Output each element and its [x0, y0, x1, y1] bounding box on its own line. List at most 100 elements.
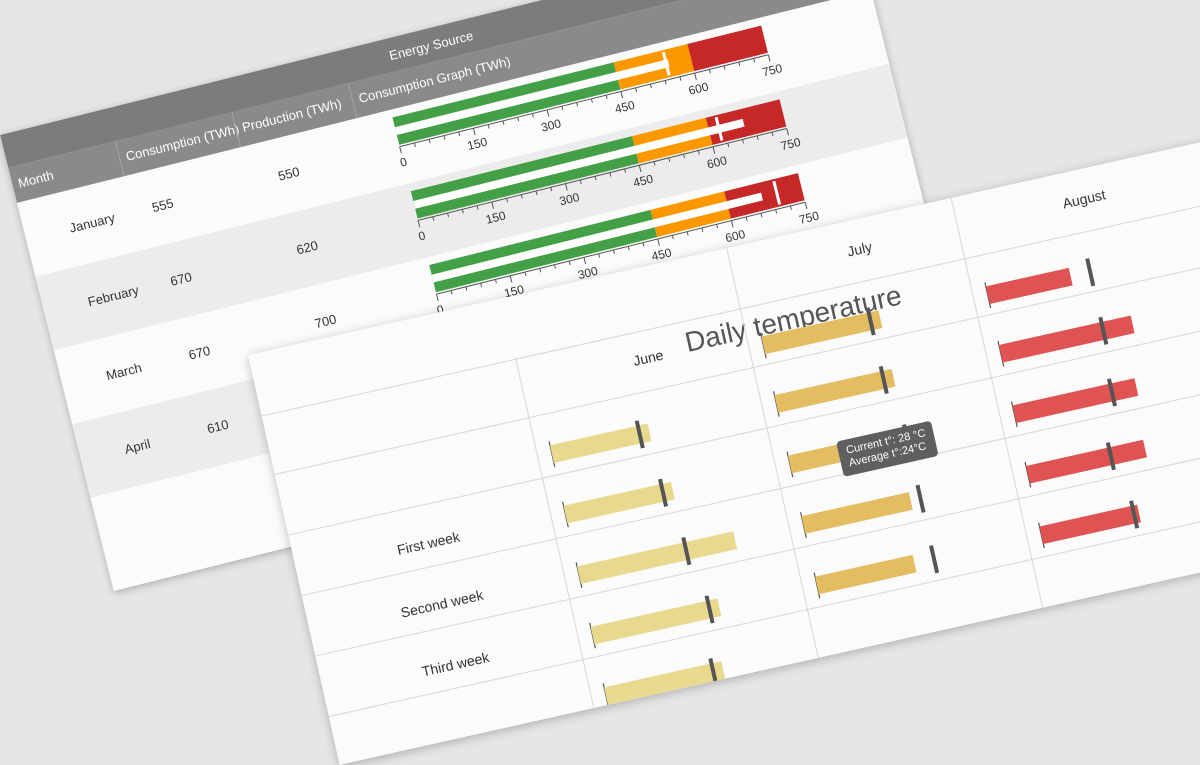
range-band-bad: [687, 25, 768, 72]
production-marker: [772, 180, 782, 205]
minor-tick: [742, 139, 744, 144]
major-tick: [583, 257, 587, 265]
current-value-bar: [801, 492, 913, 534]
minor-tick: [461, 209, 464, 214]
axis-line: [436, 201, 806, 295]
minor-tick: [635, 87, 638, 92]
consumption-bar: [413, 118, 745, 209]
minor-tick: [771, 132, 774, 137]
minor-tick: [609, 172, 612, 177]
minor-tick: [664, 80, 667, 85]
minor-tick: [649, 84, 652, 89]
consumption-bar: [431, 192, 763, 283]
average-marker: [929, 545, 940, 574]
minor-tick: [683, 154, 686, 159]
minor-tick: [590, 98, 593, 103]
minor-tick: [727, 143, 730, 148]
minor-tick: [723, 65, 726, 70]
minor-tick: [624, 168, 627, 173]
axis-line: [417, 127, 787, 221]
minor-tick: [738, 61, 741, 67]
current-value-bar: [985, 267, 1073, 304]
production-marker: [714, 116, 724, 141]
production-marker: [661, 51, 671, 76]
average-marker: [658, 478, 669, 507]
minor-tick: [480, 282, 483, 288]
minor-tick: [642, 242, 645, 247]
current-value-bar: [774, 368, 896, 413]
tick-label: 0: [435, 302, 445, 317]
minor-tick: [679, 76, 682, 81]
consumption-bar: [394, 59, 670, 136]
major-tick: [565, 183, 568, 191]
current-value-bar: [1012, 378, 1139, 424]
average-marker: [915, 484, 926, 513]
major-tick: [712, 146, 716, 154]
minor-tick: [697, 150, 700, 155]
minor-tick: [553, 264, 556, 269]
minor-tick: [561, 106, 564, 111]
minor-tick: [716, 224, 719, 229]
minor-tick: [447, 212, 450, 218]
tick-label: 300: [540, 116, 563, 135]
minor-tick: [576, 102, 579, 107]
minor-tick: [550, 187, 553, 192]
minor-tick: [708, 69, 711, 74]
current-value-bar: [563, 481, 675, 524]
minor-tick: [531, 113, 534, 118]
current-value-bar: [604, 661, 726, 705]
major-tick: [546, 109, 550, 117]
minor-tick: [539, 268, 542, 273]
minor-tick: [686, 231, 689, 236]
current-value-bar: [1025, 439, 1147, 484]
minor-tick: [476, 205, 479, 210]
minor-tick: [668, 157, 671, 162]
major-tick: [657, 238, 660, 246]
range-band-bad: [705, 99, 787, 145]
tick-label: 450: [632, 171, 655, 190]
current-value-bar: [1039, 504, 1141, 545]
major-tick: [491, 201, 494, 209]
minor-tick: [506, 198, 509, 203]
minor-tick: [760, 213, 763, 218]
minor-tick: [517, 117, 520, 122]
minor-tick: [605, 95, 608, 100]
major-tick: [435, 294, 439, 302]
axis-line: [399, 54, 769, 148]
current-value-bar: [577, 531, 738, 584]
minor-tick: [579, 179, 582, 184]
minor-tick: [450, 290, 453, 295]
average-marker: [1085, 258, 1096, 287]
range-band-bad: [724, 173, 805, 219]
current-value-bar: [998, 315, 1135, 363]
major-tick: [638, 165, 642, 173]
average-marker: [1098, 316, 1109, 345]
tick-label: 600: [706, 153, 729, 172]
current-value-bar: [761, 310, 883, 355]
tick-label: 750: [761, 61, 784, 80]
tick-label: 150: [466, 134, 489, 153]
minor-tick: [524, 271, 527, 277]
minor-tick: [627, 246, 630, 251]
major-tick: [472, 128, 476, 136]
minor-tick: [428, 139, 431, 144]
tick-label: 600: [687, 79, 710, 98]
tick-label: 750: [798, 208, 821, 227]
average-marker: [878, 365, 889, 395]
minor-tick: [432, 216, 435, 221]
average-marker: [681, 537, 692, 566]
average-marker: [1105, 442, 1116, 471]
minor-tick: [520, 194, 523, 199]
minor-tick: [535, 190, 538, 195]
major-tick: [730, 220, 734, 228]
minor-tick: [745, 216, 748, 221]
current-value-bar: [590, 598, 722, 645]
major-tick: [786, 128, 789, 136]
current-value-bar: [549, 423, 652, 463]
minor-tick: [594, 176, 597, 181]
tick-label: 0: [399, 155, 409, 170]
major-tick: [509, 275, 513, 283]
average-marker: [1129, 500, 1140, 529]
major-tick: [804, 202, 808, 210]
minor-tick: [701, 227, 704, 232]
